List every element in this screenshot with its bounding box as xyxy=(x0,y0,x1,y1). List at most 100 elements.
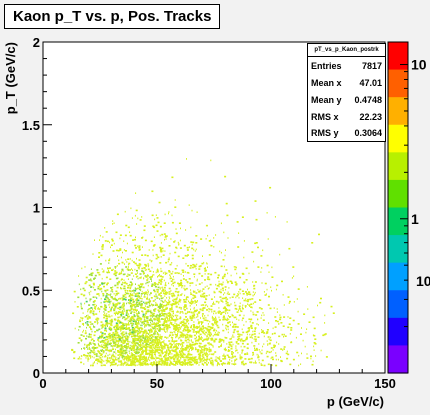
heatmap-cell xyxy=(103,340,106,342)
heatmap-cell xyxy=(137,319,139,321)
heatmap-cell xyxy=(136,323,138,326)
heatmap-cell xyxy=(166,307,168,309)
heatmap-cell xyxy=(227,281,229,284)
heatmap-cell xyxy=(131,360,134,362)
heatmap-cell xyxy=(242,304,244,307)
heatmap-cell xyxy=(89,355,92,357)
heatmap-cell xyxy=(142,349,144,351)
heatmap-cell xyxy=(108,301,111,303)
heatmap-cell xyxy=(207,273,210,275)
heatmap-cell xyxy=(155,323,158,325)
heatmap-cell xyxy=(206,278,209,280)
heatmap-cell xyxy=(138,248,141,251)
heatmap-cell xyxy=(127,345,129,348)
heatmap-cell xyxy=(290,329,293,331)
heatmap-cell xyxy=(198,336,201,339)
heatmap-cell xyxy=(199,351,201,354)
heatmap-cell xyxy=(120,330,122,332)
heatmap-cell xyxy=(122,310,124,312)
heatmap-cell xyxy=(95,296,97,298)
heatmap-cell xyxy=(78,329,80,331)
heatmap-cell xyxy=(152,312,155,315)
heatmap-cell xyxy=(165,301,167,303)
heatmap-cell xyxy=(187,357,189,359)
heatmap-cell xyxy=(270,357,272,360)
palette-frame xyxy=(387,41,409,374)
heatmap-cell xyxy=(155,322,157,324)
heatmap-cell xyxy=(206,309,208,311)
heatmap-cell xyxy=(223,231,225,234)
heatmap-cell xyxy=(106,338,108,341)
heatmap-cell xyxy=(225,302,227,305)
heatmap-cell xyxy=(193,361,196,364)
heatmap-cell xyxy=(146,281,149,284)
heatmap-cell xyxy=(247,327,250,330)
heatmap-cell xyxy=(179,298,181,301)
heatmap-cell xyxy=(201,336,202,338)
heatmap-cell xyxy=(292,319,295,322)
heatmap-cell xyxy=(173,342,175,344)
heatmap-cell xyxy=(203,319,205,321)
heatmap-cell xyxy=(141,342,143,344)
heatmap-cell xyxy=(136,342,139,345)
heatmap-cell xyxy=(179,247,182,249)
heatmap-cell xyxy=(222,317,224,319)
heatmap-cell xyxy=(125,250,127,252)
heatmap-cell xyxy=(249,293,252,296)
heatmap-cell xyxy=(252,311,254,314)
heatmap-cell xyxy=(159,343,162,345)
heatmap-cell xyxy=(245,320,247,323)
heatmap-cell xyxy=(191,257,194,260)
heatmap-cell xyxy=(109,241,110,244)
heatmap-cell xyxy=(208,326,211,328)
heatmap-cell xyxy=(157,305,160,308)
heatmap-cell xyxy=(149,349,152,352)
heatmap-cell xyxy=(180,348,182,350)
heatmap-cell xyxy=(145,291,148,293)
heatmap-cell xyxy=(140,348,142,350)
heatmap-cell xyxy=(147,284,149,287)
heatmap-cell xyxy=(202,308,204,311)
heatmap-cell xyxy=(289,363,292,366)
heatmap-cell xyxy=(213,352,215,355)
heatmap-cell xyxy=(201,360,203,363)
heatmap-cell xyxy=(268,342,271,345)
heatmap-cell xyxy=(122,350,124,353)
heatmap-cell xyxy=(271,356,274,359)
heatmap-cell xyxy=(158,363,161,365)
heatmap-cell xyxy=(162,314,164,316)
heatmap-cell xyxy=(135,276,137,278)
heatmap-cell xyxy=(269,339,272,342)
heatmap-cell xyxy=(195,339,198,342)
heatmap-cell xyxy=(141,353,144,355)
heatmap-cell xyxy=(195,248,197,251)
heatmap-cell xyxy=(115,298,118,301)
heatmap-cell xyxy=(197,350,199,353)
heatmap-cell xyxy=(105,259,107,262)
heatmap-cell xyxy=(258,349,260,351)
heatmap-cell xyxy=(220,300,223,302)
heatmap-cell xyxy=(152,356,154,359)
heatmap-cell xyxy=(95,358,98,360)
heatmap-cell xyxy=(164,317,166,320)
heatmap-cell xyxy=(210,337,213,340)
heatmap-cell xyxy=(108,357,111,359)
heatmap-cell xyxy=(131,345,134,348)
heatmap-cell xyxy=(173,355,175,357)
heatmap-cell xyxy=(200,238,203,240)
heatmap-cell xyxy=(298,354,300,357)
heatmap-cell xyxy=(84,354,87,357)
heatmap-cell xyxy=(166,297,168,299)
heatmap-cell xyxy=(244,353,246,356)
heatmap-cell xyxy=(204,361,207,364)
heatmap-cell xyxy=(207,305,209,308)
heatmap-cell xyxy=(140,283,141,285)
heatmap-cell xyxy=(142,344,144,346)
heatmap-cell xyxy=(261,282,263,284)
heatmap-cell xyxy=(144,302,146,305)
heatmap-cell xyxy=(191,336,193,338)
heatmap-cell xyxy=(116,359,118,361)
heatmap-cell xyxy=(132,318,135,321)
heatmap-cell xyxy=(94,239,95,241)
heatmap-cell xyxy=(219,296,222,298)
